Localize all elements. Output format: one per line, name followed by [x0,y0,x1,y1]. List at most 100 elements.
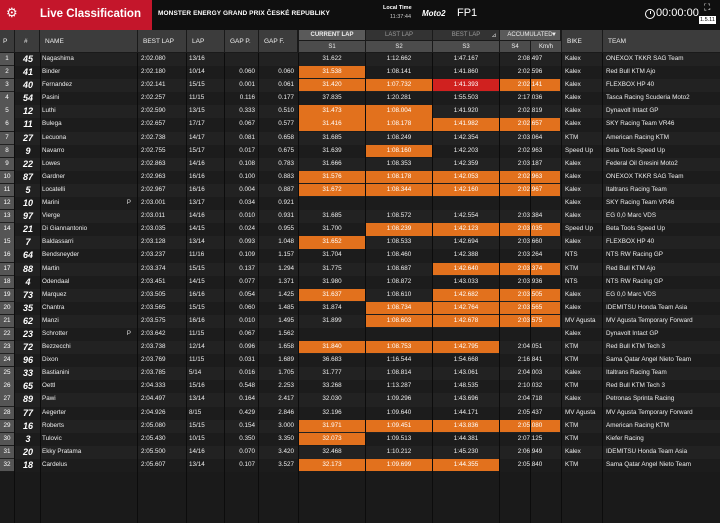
rider-number: 27 [22,132,33,143]
team-cell: Sama Qatar Angel Nieto Team [606,460,691,468]
team-cell: Italtrans Racing Team [606,369,667,377]
fullscreen-icon[interactable]: ⛶ [704,2,711,12]
rider-number: 88 [22,263,33,274]
rider-number: 65 [22,381,33,392]
team-cell: IDEMITSU Honda Team Asia [606,303,688,311]
rider-number: 62 [22,315,33,326]
lap-cell: 11/16 [189,251,205,259]
sector-1-cell: 31.622 [322,55,342,62]
sector-2-cell: 1:09.640 [386,408,412,416]
bike-cell: Kalex [565,68,581,76]
sector-3-cell: 1:42.694 [453,238,479,246]
sector-3-cell: 1:41.920 [453,107,479,115]
gap-first-cell: 1.562 [278,329,294,337]
sector-2-cell: 1:13.287 [386,382,412,390]
tab-best-lap[interactable]: BEST LAP [433,30,499,40]
position-cell: 18 [0,275,14,288]
sector-2-cell: 1:08.533 [386,238,412,246]
position-cell: 10 [0,170,14,184]
gear-icon[interactable]: ⚙ [6,5,18,20]
table-row[interactable]: 9 22 Lowes 2:02.863 14/16 0.108 0.783 31.666 1:0… [0,157,720,171]
header-pos: P [0,30,14,52]
table-row[interactable]: 11 5 Locatelli 2:02.967 16/16 0.004 0.887 31.67… [0,183,720,198]
row-background [0,367,720,381]
sector-3-cell: 1:43.061 [453,369,479,377]
column-divider [186,53,187,523]
table-row[interactable]: 7 27 Lecuona 2:02.738 14/17 0.081 0.658 31.685 1… [0,131,720,145]
page-title: Live Classification [40,8,141,20]
table-row[interactable]: 4 54 Pasini 2:02.257 11/15 0.116 0.177 37.835 1:… [0,92,720,106]
accumulated-dropdown[interactable]: ACCUMULATED ▼ [500,30,560,40]
bike-cell: Kalex [565,447,581,455]
table-row[interactable]: 26 65 Oettl 2:04.333 15/16 0.548 2.253 33.268 1:… [0,380,720,394]
row-background [0,53,720,67]
sector-4-cell: 2:04.718 [500,393,560,405]
rider-number: 54 [22,93,33,104]
bike-cell: NTS [565,277,578,285]
bike-cell: Kalex [565,120,581,128]
table-row[interactable]: 3 40 Fernandez 2:02.141 15/15 0.001 0.061 31.42… [0,79,720,93]
sector-2-cell: 1:08.239 [366,223,432,236]
table-row[interactable]: 19 73 Marquez 2:03.505 16/16 0.054 1.425 31.637… [0,288,720,302]
row-background [0,210,720,224]
table-row[interactable]: 18 4 Odendaal 2:03.451 14/15 0.077 1.371 31.980… [0,275,720,289]
sector-2-cell [366,197,432,209]
table-row[interactable]: 22 23 Schrotter P 2:03.642 11/15 0.067 1.562 Kal… [0,327,720,342]
rider-name: Oettl [40,380,137,392]
position-cell: 3 [0,79,14,92]
bike-cell: KTM [565,434,579,442]
header-gap-p: GAP P. [225,30,258,52]
table-row[interactable]: 15 7 Baldassarri 2:03.128 13/14 0.093 1.048 31.… [0,236,720,250]
rider-name: Vierge [40,210,137,222]
table-row[interactable]: 28 77 Aegerter 2:04.926 8/15 0.429 2.846 32.196… [0,406,720,420]
table-row[interactable]: 10 87 Gardner 2:02.963 16/16 0.100 0.883 31.576… [0,170,720,184]
sector-4-cell: 2:06.949 [500,446,560,458]
rider-name: Binder [40,66,137,78]
sector-1-cell: 33.268 [322,382,342,390]
sector-2-cell: 1:08.141 [386,68,412,76]
lap-cell: 15/15 [189,303,205,311]
table-row[interactable]: 17 88 Martin 2:03.374 15/15 0.137 1.294 31.775 1… [0,262,720,276]
gap-first-cell: 2.846 [278,408,294,416]
table-row[interactable]: 13 97 Vierge 2:03.011 14/16 0.010 0.931 31.685 1… [0,210,720,224]
lap-cell: 12/14 [189,343,205,351]
table-row[interactable]: 16 64 Bendsneyder 2:03.237 11/16 0.109 1.157 31… [0,249,720,263]
table-row[interactable]: 21 62 Manzi 2:03.575 16/16 0.010 1.495 31.899 1:… [0,314,720,328]
sector-3-cell: 1:42.123 [433,223,499,236]
best-lap-cell: 2:02.080 [141,55,166,62]
table-row[interactable]: 1 45 Nagashima 2:02.080 13/16 31.622 1:12.662 1… [0,53,720,67]
rider-name: Bastianini [40,367,137,379]
table-row[interactable]: 32 18 Cardelus 2:05.607 13/14 0.107 3.527 32.17… [0,458,720,472]
table-row[interactable]: 29 16 Roberts 2:05.080 15/15 0.154 3.000 31.971… [0,419,720,433]
table-row[interactable]: 25 33 Bastianini 2:03.785 5/14 0.016 1.705 31.7… [0,367,720,381]
table-row[interactable]: 12 10 Marini P 2:03.001 13/17 0.034 0.921 Kalex S… [0,197,720,211]
best-lap-cell: 2:03.785 [141,369,166,377]
table-row[interactable]: 2 41 Binder 2:02.180 10/14 0.060 0.060 31.538 1:… [0,66,720,80]
team-cell: MV Agusta Temporary Forward [606,408,693,416]
sector-4-cell: 2:02.819 [500,105,560,117]
table-row[interactable]: 30 3 Tulovic 2:05.430 10/15 0.350 3.350 32.073 1… [0,432,720,446]
gap-previous-cell: 0.077 [239,277,255,285]
tab-current-lap[interactable]: CURRENT LAP [299,30,365,40]
table-row[interactable]: 23 72 Bezzecchi 2:03.738 12/14 0.096 1.658 31.8… [0,341,720,355]
rider-name-text: Gardner [42,172,66,180]
sector-4-cell: 2:05.437 [500,407,560,419]
table-row[interactable]: 6 11 Bulega 2:02.657 17/17 0.067 0.577 31.416 1:… [0,118,720,132]
gap-first-cell: 0.577 [278,120,294,128]
table-row[interactable]: 24 96 Dixon 2:03.769 11/15 0.031 1.689 36.683 1:… [0,354,720,368]
table-row[interactable]: 20 35 Chantra 2:03.565 15/15 0.060 1.485 31.874… [0,301,720,315]
tab-last-lap[interactable]: LAST LAP [366,30,432,40]
rider-number: 3 [25,433,31,444]
table-row[interactable]: 14 21 Di Giannantonio 2:03.035 14/15 0.024 0.9… [0,223,720,237]
lap-cell: 13/16 [189,55,205,62]
table-row[interactable]: 5 12 Luthi 2:02.590 13/15 0.333 0.510 31.473 1:0… [0,105,720,119]
gap-first-cell: 0.675 [278,146,294,154]
table-row[interactable]: 27 89 Pawi 2:04.497 13/14 0.164 2.417 32.030 1:0… [0,393,720,407]
sector-3-cell: 1:41.393 [433,79,499,92]
gap-first-cell: 3.420 [278,447,294,455]
sector-1-cell: 31.840 [299,341,365,354]
session-name: FP1 [457,7,478,19]
position-cell: 6 [0,118,14,131]
table-row[interactable]: 31 20 Ekky Pratama 2:05.500 14/16 0.070 3.420 3… [0,445,720,459]
table-row[interactable]: 8 9 Navarro 2:02.755 15/17 0.017 0.675 31.639 1:… [0,144,720,158]
